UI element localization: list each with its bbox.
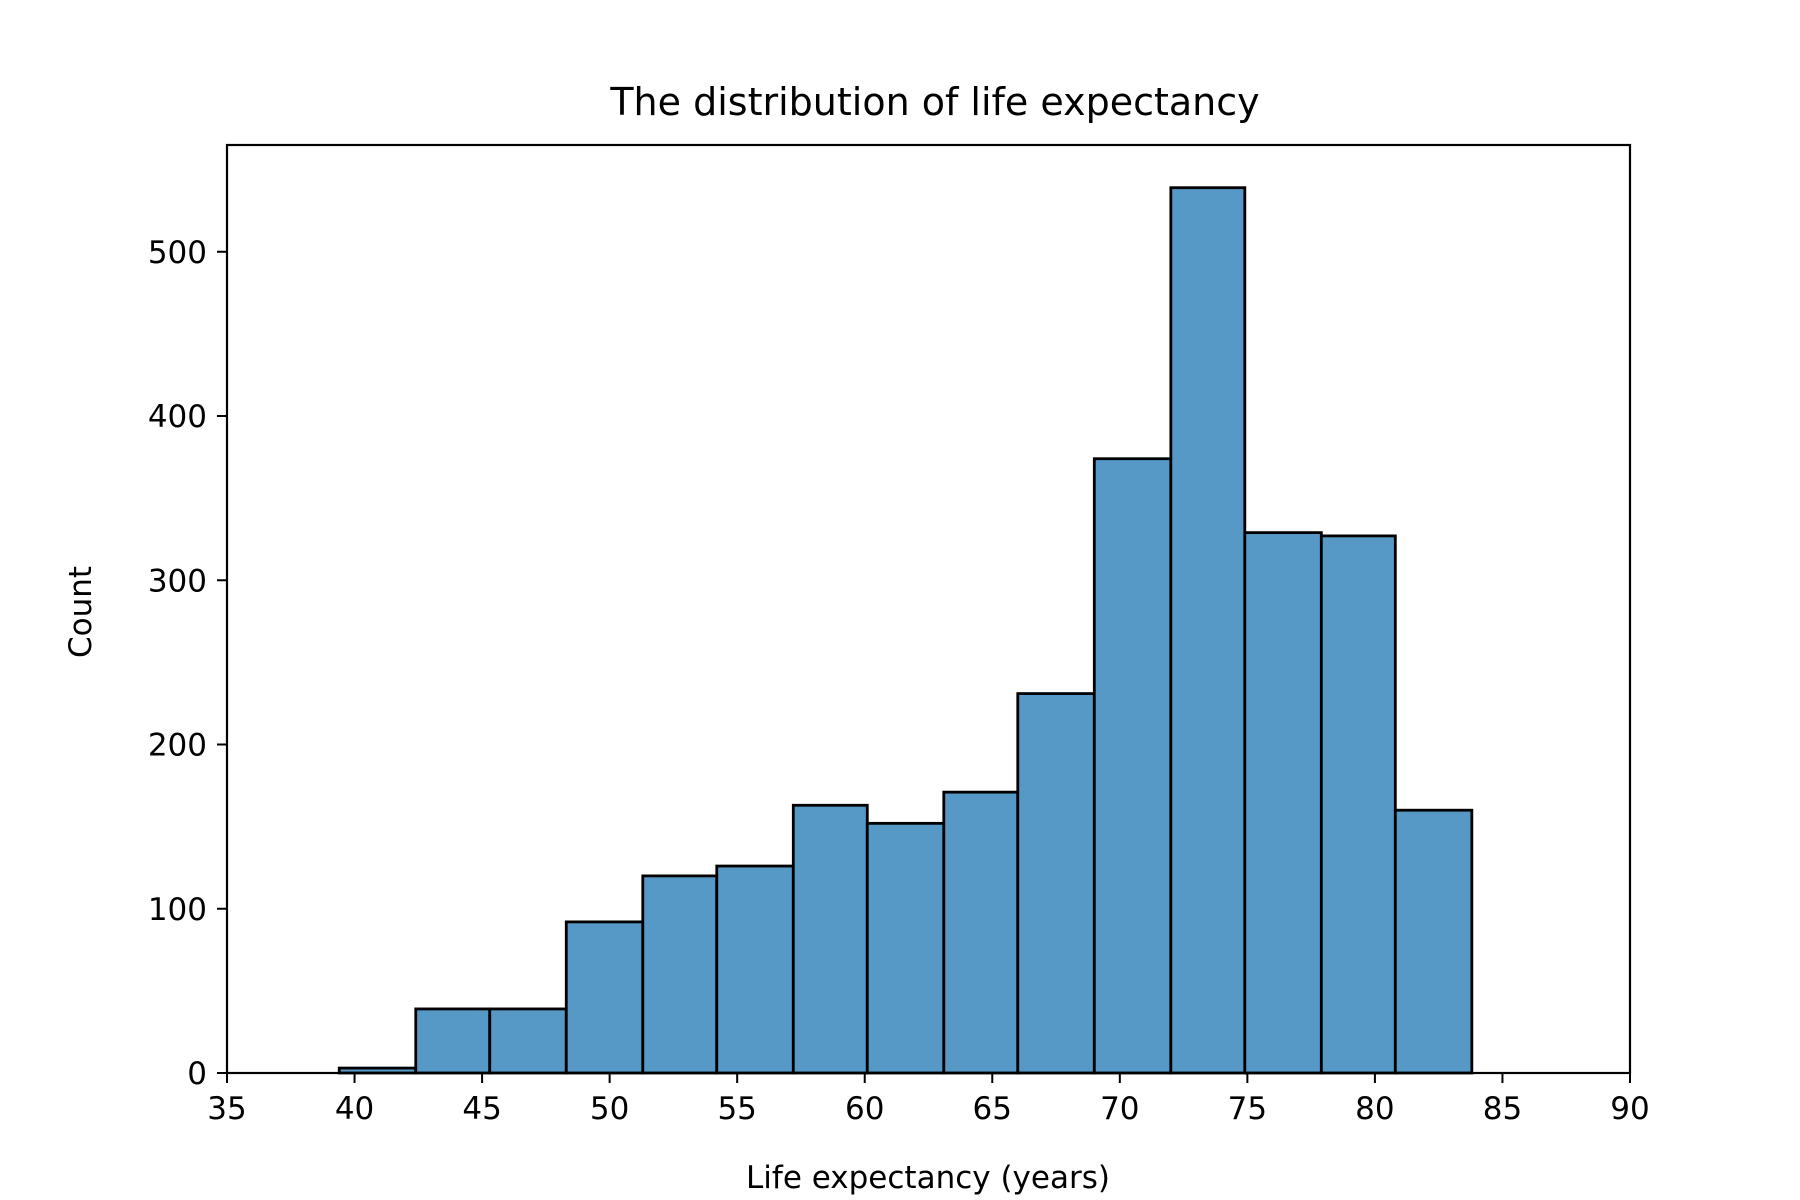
y-tick-label: 500: [148, 235, 207, 271]
x-tick-label: 75: [1228, 1091, 1267, 1127]
x-axis-label: Life expectancy (years): [746, 1160, 1110, 1196]
histogram-bar-10: [1016, 692, 1096, 1075]
histogram-bar-4: [564, 920, 645, 1075]
y-axis-label: Count: [63, 566, 99, 658]
histogram-bar-8: [865, 821, 946, 1075]
y-tick-label: 0: [187, 1056, 207, 1092]
histogram-bars: [337, 186, 1474, 1075]
histogram-bar-14: [1319, 534, 1397, 1075]
chart-title: The distribution of life expectancy: [609, 80, 1259, 124]
histogram-bar-2: [414, 1007, 492, 1075]
histogram-bar-5: [641, 874, 719, 1075]
y-tick-label: 200: [148, 728, 207, 764]
x-tick-label: 65: [973, 1091, 1012, 1127]
y-tick-label: 100: [148, 892, 207, 928]
histogram-bar-9: [942, 790, 1020, 1075]
x-axis-ticks: 35 40 45 50 55 60 65 70 75 80 85 90: [207, 1073, 1650, 1127]
x-tick-label: 35: [207, 1091, 246, 1127]
x-tick-label: 50: [590, 1091, 629, 1127]
x-tick-label: 80: [1355, 1091, 1394, 1127]
histogram-bar-15: [1393, 808, 1474, 1075]
x-tick-label: 45: [462, 1091, 501, 1127]
histogram-bar-13: [1243, 531, 1323, 1075]
histogram-bar-3: [488, 1007, 568, 1075]
histogram-bar-11: [1092, 457, 1173, 1075]
x-tick-label: 90: [1610, 1091, 1649, 1127]
y-tick-label: 400: [148, 399, 207, 435]
x-tick-label: 40: [335, 1091, 374, 1127]
plot-frame: [225, 143, 1632, 1075]
x-tick-label: 85: [1483, 1091, 1522, 1127]
histogram-bar-12: [1169, 186, 1247, 1075]
histogram-bar-6: [715, 864, 795, 1075]
x-tick-label: 55: [717, 1091, 756, 1127]
y-tick-label: 300: [148, 563, 207, 599]
x-tick-label: 60: [845, 1091, 884, 1127]
x-tick-label: 70: [1100, 1091, 1139, 1127]
histogram-bar-7: [791, 803, 869, 1075]
y-axis-ticks: 0 100 200 300 400 500: [148, 235, 227, 1092]
